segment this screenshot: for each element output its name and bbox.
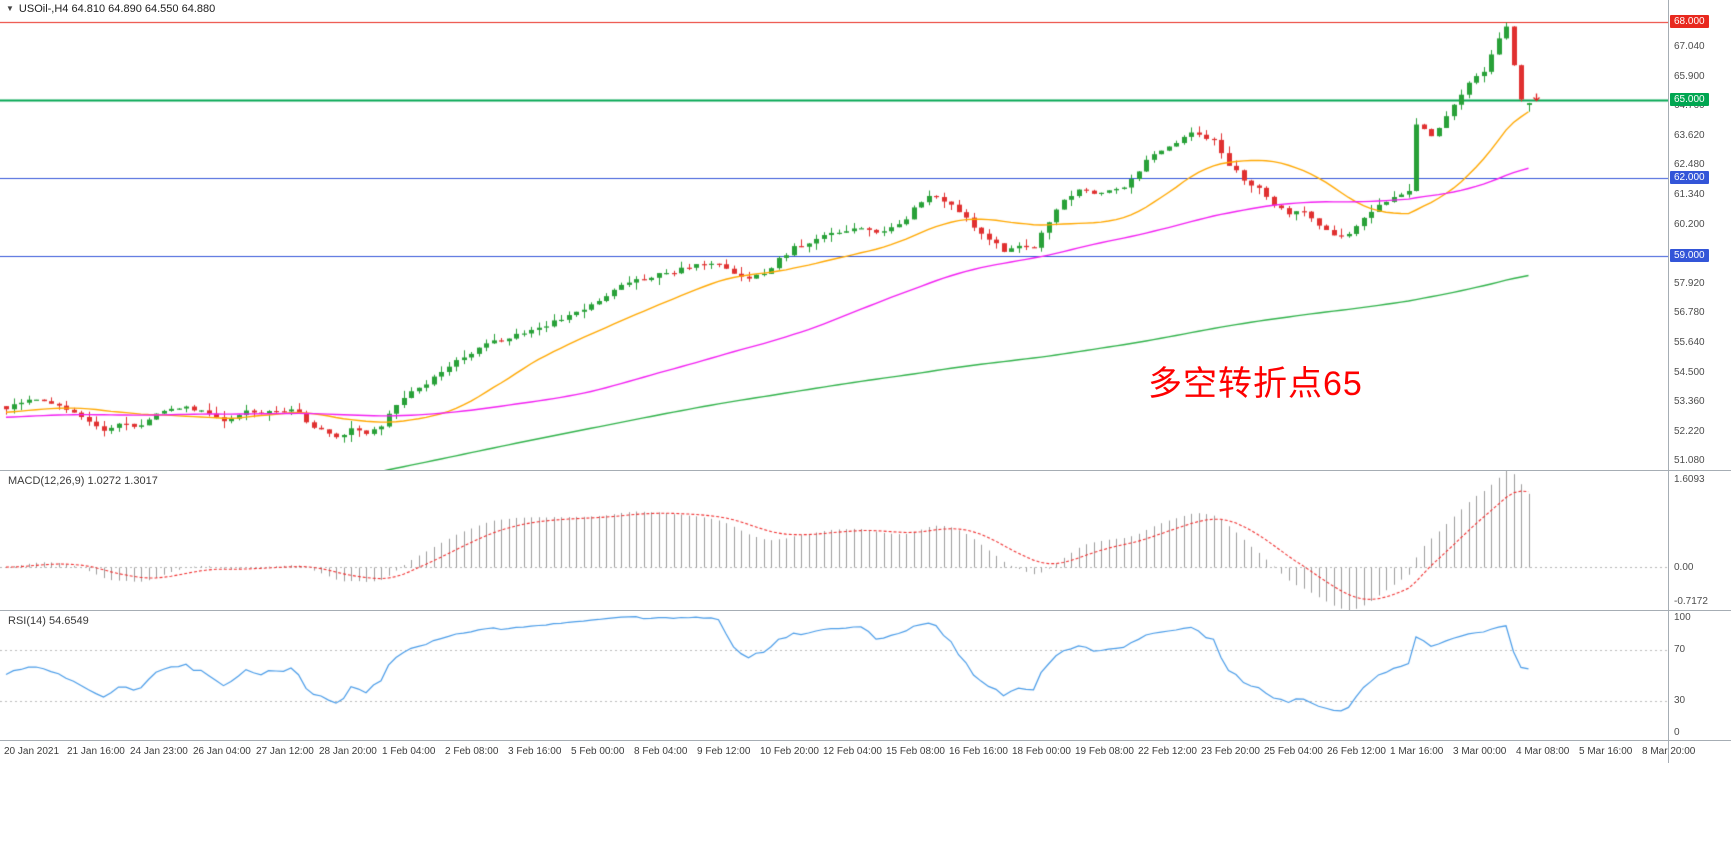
axis-vertical-separator [1668, 0, 1669, 763]
hline-price-badge: 59.000 [1670, 249, 1709, 262]
macd-label: MACD(12,26,9) 1.0272 1.3017 [8, 475, 158, 487]
time-axis-label: 28 Jan 20:00 [319, 746, 377, 757]
panel-separator [0, 740, 1731, 741]
rsi-axis-label: 30 [1674, 695, 1686, 706]
price-axis-label: 57.920 [1674, 278, 1705, 289]
time-axis-label: 25 Feb 04:00 [1264, 746, 1323, 757]
price-axis-label: 67.040 [1674, 41, 1705, 52]
rsi-axis-label: 70 [1674, 644, 1686, 655]
time-axis[interactable]: 20 Jan 2021 21 Jan 16:00 24 Jan 23:00 26 Ja… [0, 741, 1731, 763]
time-axis-label: 5 Mar 16:00 [1579, 746, 1633, 757]
macd-panel: MACD(12,26,9) 1.0272 1.3017 1.6093 0.00 -0… [0, 471, 1731, 610]
price-chart-canvas[interactable] [0, 0, 1668, 470]
time-axis-label: 18 Feb 00:00 [1012, 746, 1071, 757]
hline-price-badge: 62.000 [1670, 171, 1709, 184]
time-axis-label: 19 Feb 08:00 [1075, 746, 1134, 757]
symbol-ohlc-line: ▼ USOil-,H4 64.810 64.890 64.550 64.880 [6, 3, 215, 15]
time-axis-label: 8 Feb 04:00 [634, 746, 688, 757]
macd-axis-min: -0.7172 [1674, 596, 1708, 607]
rsi-axis-label: 0 [1674, 727, 1680, 738]
chart-annotation: 多空转折点65 [1148, 365, 1363, 403]
rsi-label: RSI(14) 54.6549 [8, 615, 89, 627]
time-axis-label: 5 Feb 00:00 [571, 746, 625, 757]
time-axis-label: 10 Feb 20:00 [760, 746, 819, 757]
time-axis-label: 1 Feb 04:00 [382, 746, 436, 757]
symbol-ohlc-text: USOil-,H4 64.810 64.890 64.550 64.880 [18, 3, 216, 15]
time-axis-label: 3 Feb 16:00 [508, 746, 562, 757]
time-axis-label: 24 Jan 23:00 [130, 746, 188, 757]
time-axis-label: 15 Feb 08:00 [886, 746, 945, 757]
rsi-panel: RSI(14) 54.6549 100 70 30 0 [0, 611, 1731, 740]
price-axis-label: 62.480 [1674, 159, 1705, 170]
time-axis-label: 22 Feb 12:00 [1138, 746, 1197, 757]
price-axis: 67.04065.90064.76063.62062.48061.34060.2… [1668, 0, 1731, 470]
rsi-axis-label: 100 [1674, 612, 1691, 623]
time-axis-label: 26 Jan 04:00 [193, 746, 251, 757]
price-axis-label: 55.640 [1674, 337, 1705, 348]
price-axis-label: 56.780 [1674, 307, 1705, 318]
rsi-axis: 100 70 30 0 [1668, 611, 1731, 740]
time-axis-label: 12 Feb 04:00 [823, 746, 882, 757]
time-axis-label: 1 Mar 16:00 [1390, 746, 1444, 757]
time-axis-label: 16 Feb 16:00 [949, 746, 1008, 757]
price-axis-label: 65.900 [1674, 71, 1705, 82]
price-axis-label: 61.340 [1674, 189, 1705, 200]
price-panel: ▼ USOil-,H4 64.810 64.890 64.550 64.880 多… [0, 0, 1731, 470]
hline-price-badge: 68.000 [1670, 15, 1709, 28]
price-axis-label: 53.360 [1674, 396, 1705, 407]
panel-separator [0, 470, 1731, 471]
time-axis-label: 2 Feb 08:00 [445, 746, 499, 757]
price-axis-label: 60.200 [1674, 219, 1705, 230]
symbol-dropdown-icon[interactable]: ▼ [6, 4, 14, 13]
time-axis-label: 26 Feb 12:00 [1327, 746, 1386, 757]
macd-chart-canvas[interactable] [0, 471, 1668, 610]
price-axis-label: 54.500 [1674, 367, 1705, 378]
time-axis-label: 23 Feb 20:00 [1201, 746, 1260, 757]
time-axis-label: 3 Mar 00:00 [1453, 746, 1507, 757]
panel-separator [0, 610, 1731, 611]
time-axis-label: 9 Feb 12:00 [697, 746, 751, 757]
time-axis-label: 4 Mar 08:00 [1516, 746, 1570, 757]
macd-axis-zero: 0.00 [1674, 561, 1694, 573]
time-axis-label: 20 Jan 2021 [4, 746, 60, 757]
macd-axis-max: 1.6093 [1674, 474, 1705, 485]
price-axis-label: 63.620 [1674, 130, 1705, 141]
price-axis-label: 51.080 [1674, 455, 1705, 466]
hline-price-badge: 65.000 [1670, 93, 1709, 106]
macd-axis: 1.6093 0.00 -0.7172 [1668, 471, 1731, 610]
time-axis-label: 21 Jan 16:00 [67, 746, 125, 757]
price-axis-label: 52.220 [1674, 426, 1705, 437]
rsi-chart-canvas[interactable] [0, 611, 1668, 740]
time-axis-label: 27 Jan 12:00 [256, 746, 314, 757]
